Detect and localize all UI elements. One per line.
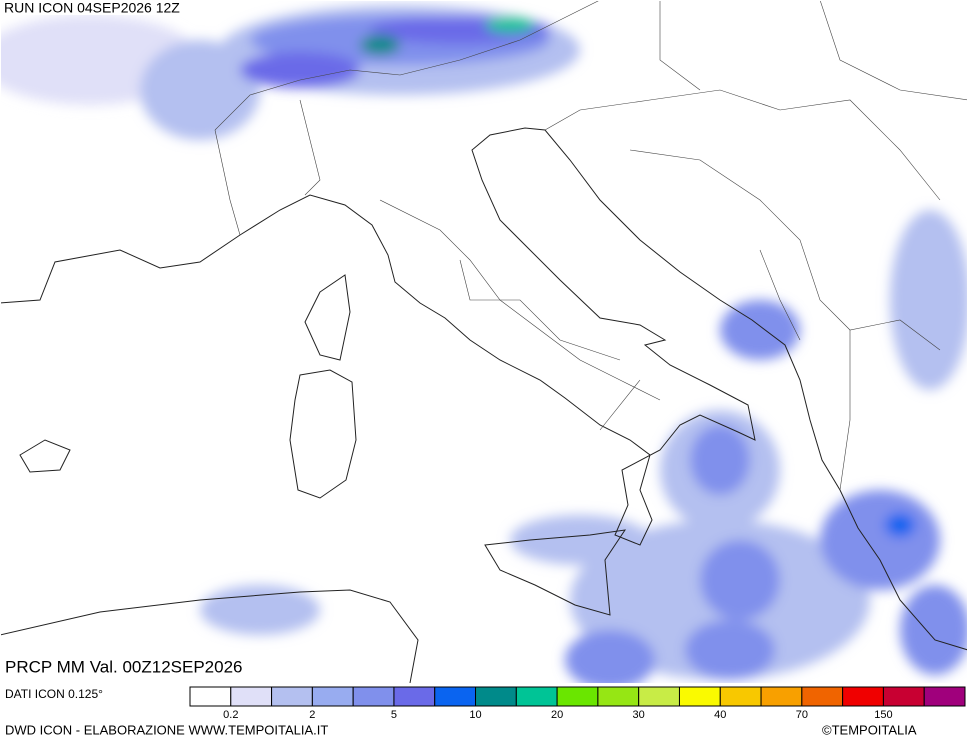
- legend-label: 150: [874, 709, 892, 721]
- legend-swatch: [515, 686, 558, 707]
- legend-label: 2: [309, 709, 315, 721]
- legend-swatch: [393, 686, 436, 707]
- data-source: DATI ICON 0.125°: [5, 687, 103, 701]
- credit: DWD ICON - ELABORAZIONE WWW.TEMPOITALIA.…: [5, 722, 328, 737]
- legend-swatch: [475, 686, 517, 707]
- run-label: RUN ICON 04SEP2026 12Z: [4, 0, 180, 16]
- legend-swatch: [352, 686, 395, 707]
- borders: [214, 1, 967, 491]
- legend-label: 40: [714, 709, 726, 721]
- legend-swatch: [760, 686, 803, 707]
- legend-swatch: [882, 686, 925, 707]
- legend-swatch: [638, 686, 680, 707]
- legend-label: 70: [796, 709, 808, 721]
- run-label-bg: [2, 0, 210, 15]
- legend-swatch: [434, 686, 477, 707]
- precipitation-field: [1, 5, 967, 683]
- legend-label: 20: [551, 709, 563, 721]
- legend-label: 30: [633, 709, 645, 721]
- legend-swatch: [271, 686, 313, 707]
- legend-swatch: [801, 686, 844, 707]
- legend-swatch: [311, 686, 354, 707]
- legend-label: 5: [391, 709, 397, 721]
- legend-swatch: [678, 686, 721, 707]
- coastlines: [1, 127, 967, 683]
- legend-label: 0.2: [223, 709, 238, 721]
- legend-swatch: [597, 686, 640, 707]
- legend-swatch: [842, 686, 884, 707]
- legend-swatch: [556, 686, 599, 707]
- map-area: [1, 1, 967, 683]
- variable-label: PRCP MM Val. 00Z12SEP2026: [5, 657, 243, 676]
- legend-swatch: [719, 686, 762, 707]
- legend-swatch: [230, 686, 273, 707]
- legend-swatch: [923, 686, 966, 707]
- legend-swatch: [189, 686, 232, 707]
- legend-label: 10: [469, 709, 481, 721]
- copyright: ©TEMPOITALIA: [822, 722, 917, 737]
- color-legend: 0.2 2 5 10 20 30 40 70 150: [189, 686, 966, 721]
